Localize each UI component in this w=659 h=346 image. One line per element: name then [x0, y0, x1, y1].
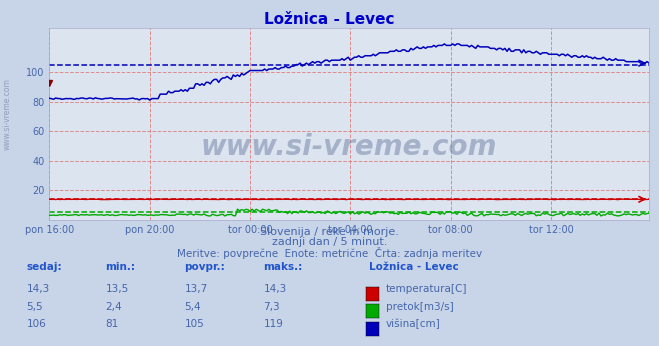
Text: 5,4: 5,4 [185, 302, 201, 312]
Text: 5,5: 5,5 [26, 302, 43, 312]
Text: 14,3: 14,3 [26, 284, 49, 294]
Text: Meritve: povprečne  Enote: metrične  Črta: zadnja meritev: Meritve: povprečne Enote: metrične Črta:… [177, 247, 482, 260]
Text: 13,7: 13,7 [185, 284, 208, 294]
Text: 7,3: 7,3 [264, 302, 280, 312]
Text: pretok[m3/s]: pretok[m3/s] [386, 302, 453, 312]
Text: Ložnica - Levec: Ložnica - Levec [264, 12, 395, 27]
Text: Ložnica - Levec: Ložnica - Levec [369, 262, 459, 272]
Text: temperatura[C]: temperatura[C] [386, 284, 467, 294]
Text: 106: 106 [26, 319, 46, 329]
Text: zadnji dan / 5 minut.: zadnji dan / 5 minut. [272, 237, 387, 247]
Text: min.:: min.: [105, 262, 136, 272]
Text: 119: 119 [264, 319, 283, 329]
Text: Slovenija / reke in morje.: Slovenija / reke in morje. [260, 227, 399, 237]
Text: povpr.:: povpr.: [185, 262, 225, 272]
Text: višina[cm]: višina[cm] [386, 319, 440, 329]
Text: www.si-vreme.com: www.si-vreme.com [201, 133, 498, 161]
Text: 105: 105 [185, 319, 204, 329]
Text: www.si-vreme.com: www.si-vreme.com [3, 78, 12, 150]
Text: 13,5: 13,5 [105, 284, 129, 294]
Text: 2,4: 2,4 [105, 302, 122, 312]
Text: 81: 81 [105, 319, 119, 329]
Text: sedaj:: sedaj: [26, 262, 62, 272]
Text: 14,3: 14,3 [264, 284, 287, 294]
Text: maks.:: maks.: [264, 262, 303, 272]
